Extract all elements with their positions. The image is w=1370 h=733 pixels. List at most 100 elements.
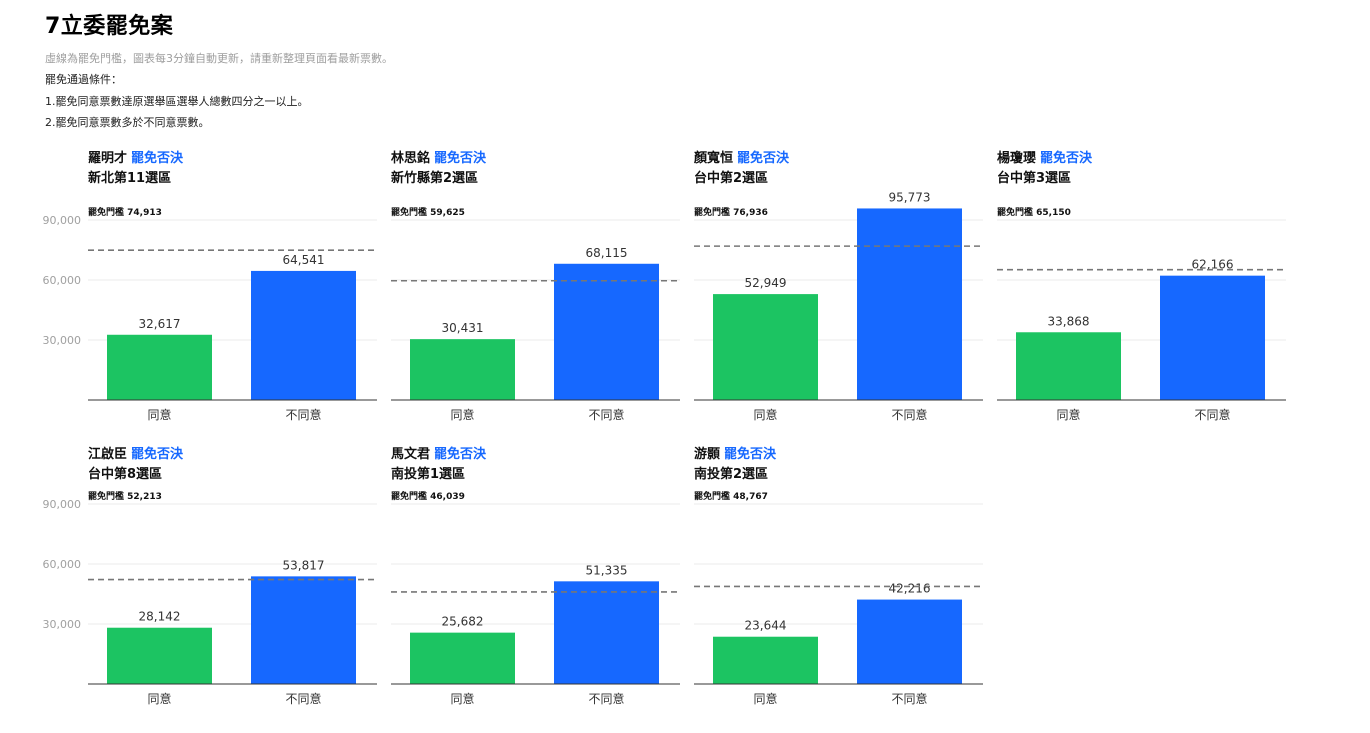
legislator-name-text: 楊瓊瓔 (997, 151, 1037, 166)
bar-chart-svg: 33,868 同意 62,166 不同意 (997, 219, 1286, 422)
y-tick-label: 90,000 (43, 498, 82, 511)
threshold-label: 罷免門檻 48,767 (694, 492, 768, 502)
district-label: 南投第1選區 (391, 467, 466, 482)
bar-agree[interactable] (410, 339, 515, 400)
bar-chart-svg: 25,682 同意 51,335 不同意 (391, 503, 680, 706)
recall-chart: 楊瓊瓔 罷免否決台中第3選區罷免門檻 65,150 33,868 同意 62,166 不同… (954, 147, 1286, 437)
bar-disagree[interactable] (857, 208, 962, 400)
x-tick-label: 同意 (1056, 407, 1080, 422)
x-tick-label: 不同意 (588, 407, 624, 422)
condition-1: 1.罷免同意票數達原選舉區選舉人總數四分之一以上。 (45, 95, 309, 108)
y-tick-label: 30,000 (43, 334, 82, 347)
threshold-label: 罷免門檻 59,625 (391, 208, 465, 218)
district-label: 新竹縣第2選區 (391, 171, 479, 186)
bar-disagree[interactable] (251, 270, 356, 400)
bar-value-label: 95,773 (889, 190, 931, 204)
bar-value-label: 28,142 (139, 610, 181, 624)
legislator-name-text: 林思銘 (391, 151, 431, 166)
recall-chart: 游顥 罷免否決南投第2選區罷免門檻 48,767 23,644 同意 42,216 不同意 (651, 443, 983, 733)
x-tick-label: 不同意 (891, 691, 927, 706)
recall-chart: 江啟臣 罷免否決台中第8選區罷免門檻 52,213 90,000 60,000 30,0… (43, 443, 377, 733)
bar-value-label: 62,166 (1192, 258, 1234, 272)
x-tick-label: 同意 (753, 691, 777, 706)
bar-chart-svg: 90,000 60,000 30,000 28,142 同意 53,817 不同意 (43, 498, 377, 706)
recall-chart: 馬文君 罷免否決 南投第1選區 罷免門檻 46,039 25,682 同意 51,335 不同… (348, 443, 680, 733)
legislator-name-text: 馬文君 (391, 447, 431, 462)
bar-value-label: 25,682 (442, 615, 484, 629)
condition-2: 2.罷免同意票數多於不同意票數。 (45, 116, 210, 129)
bar-value-label: 51,335 (586, 563, 628, 577)
bar-value-label: 68,115 (586, 246, 628, 260)
bar-agree[interactable] (107, 334, 212, 400)
recall-chart: 林思銘 罷免否決新竹縣第2選區罷免門檻 59,625 30,431 同意 68,115 不… (348, 147, 680, 437)
legislator-name: 游顥 罷免否決 (694, 443, 776, 462)
legislator-name: 林思銘 罷免否決 (391, 147, 486, 166)
bar-value-label: 64,541 (283, 253, 325, 267)
legislator-name: 江啟臣 罷免否決 (88, 443, 183, 462)
bar-value-label: 30,431 (442, 321, 484, 335)
bar-disagree[interactable] (554, 263, 659, 400)
x-tick-label: 同意 (147, 691, 171, 706)
x-tick-label: 不同意 (588, 691, 624, 706)
page-title: 7立委罷免案 (45, 14, 174, 39)
recall-status: 罷免否決 (724, 447, 777, 462)
threshold-label: 罷免門檻 52,213 (88, 492, 162, 502)
update-note: 虛線為罷免門檻，圖表每3分鐘自動更新，請重新整理頁面看最新票數。 (45, 52, 393, 65)
legislator-name-text: 羅明才 (88, 151, 128, 166)
bar-agree[interactable] (713, 294, 818, 400)
bar-agree[interactable] (1016, 332, 1121, 400)
y-tick-label: 90,000 (43, 214, 82, 227)
x-tick-label: 同意 (450, 407, 474, 422)
threshold-label: 罷免門檻 76,936 (694, 208, 768, 218)
district-label: 新北第11選區 (88, 171, 172, 186)
recall-status: 罷免否決 (131, 447, 184, 462)
bar-chart-svg: 30,431 同意 68,115 不同意 (391, 219, 680, 422)
bar-agree[interactable] (107, 627, 212, 684)
threshold-label: 罷免門檻 65,150 (997, 208, 1071, 218)
bar-value-label: 33,868 (1048, 314, 1090, 328)
bar-chart-svg: 23,644 同意 42,216 不同意 (694, 503, 983, 706)
threshold-label: 罷免門檻 74,913 (88, 208, 162, 218)
recall-chart: 羅明才 罷免否決新北第11選區罷免門檻 74,913 90,000 60,000 30,… (43, 147, 377, 437)
conditions-title: 罷免通過條件： (45, 73, 122, 86)
recall-status: 罷免否決 (434, 447, 487, 462)
bar-chart-svg: 90,000 60,000 30,000 32,617 同意 64,541 不同意 (43, 214, 377, 422)
district-label: 台中第3選區 (997, 171, 1072, 186)
y-tick-label: 30,000 (43, 618, 82, 631)
bar-value-label: 42,216 (889, 582, 931, 596)
district-label: 台中第8選區 (88, 467, 163, 482)
x-tick-label: 同意 (147, 407, 171, 422)
recall-status: 罷免否決 (131, 151, 184, 166)
bar-value-label: 53,817 (283, 558, 325, 572)
bar-value-label: 32,617 (139, 317, 181, 331)
bar-value-label: 52,949 (745, 276, 787, 290)
legislator-name: 顏寬恒 罷免否決 (694, 147, 789, 166)
x-tick-label: 不同意 (285, 691, 321, 706)
bar-disagree[interactable] (1160, 275, 1265, 400)
recall-status: 罷免否決 (434, 151, 487, 166)
district-label: 台中第2選區 (694, 171, 769, 186)
recall-status: 罷免否決 (737, 151, 790, 166)
y-tick-label: 60,000 (43, 558, 82, 571)
legislator-name-text: 江啟臣 (88, 447, 128, 462)
x-tick-label: 不同意 (285, 407, 321, 422)
legislator-name: 楊瓊瓔 罷免否決 (997, 147, 1092, 166)
recall-chart: 顏寬恒 罷免否決台中第2選區罷免門檻 76,936 52,949 同意 95,773 不同… (651, 147, 983, 437)
district-label: 南投第2選區 (694, 467, 769, 482)
legislator-name-text: 游顥 (694, 447, 721, 462)
x-tick-label: 不同意 (891, 407, 927, 422)
bar-agree[interactable] (410, 632, 515, 684)
recall-status: 罷免否決 (1040, 151, 1093, 166)
bar-disagree[interactable] (251, 576, 356, 684)
bar-chart-svg: 52,949 同意 95,773 不同意 (694, 190, 983, 422)
bar-agree[interactable] (713, 636, 818, 684)
legislator-name: 馬文君 罷免否決 (391, 443, 486, 462)
x-tick-label: 同意 (753, 407, 777, 422)
legislator-name-text: 顏寬恒 (694, 151, 734, 166)
bar-value-label: 23,644 (745, 619, 787, 633)
bar-disagree[interactable] (857, 599, 962, 684)
y-tick-label: 60,000 (43, 274, 82, 287)
bar-disagree[interactable] (554, 581, 659, 684)
x-tick-label: 不同意 (1194, 407, 1230, 422)
x-tick-label: 同意 (450, 691, 474, 706)
